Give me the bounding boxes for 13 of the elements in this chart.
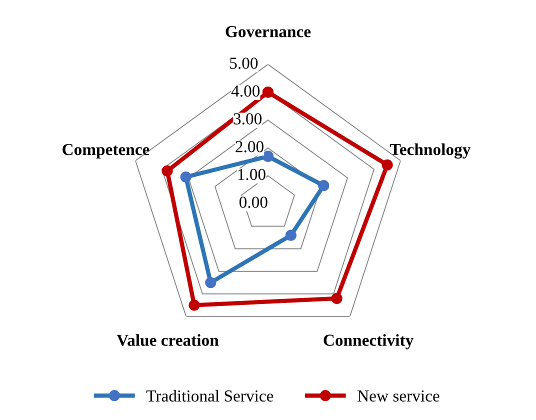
y-tick-label: 0.00 [239, 196, 268, 208]
y-tick-label: 2.00 [236, 141, 264, 152]
y-tick-label: 1.00 [238, 168, 266, 180]
legend-label: New service [358, 390, 440, 402]
spoke-label: Governance [226, 26, 311, 38]
spoke-label: Competence [62, 144, 150, 159]
spoke-label: Connectivity [324, 334, 414, 350]
spoke-label: Value creation [116, 334, 219, 346]
legend-label: Traditional Service [146, 390, 274, 402]
y-tick-label: 3.00 [234, 113, 262, 125]
y-tick-label: 5.00 [230, 58, 258, 69]
spoke-label: Technology [390, 143, 471, 159]
y-tick-label: 4.00 [231, 85, 260, 97]
